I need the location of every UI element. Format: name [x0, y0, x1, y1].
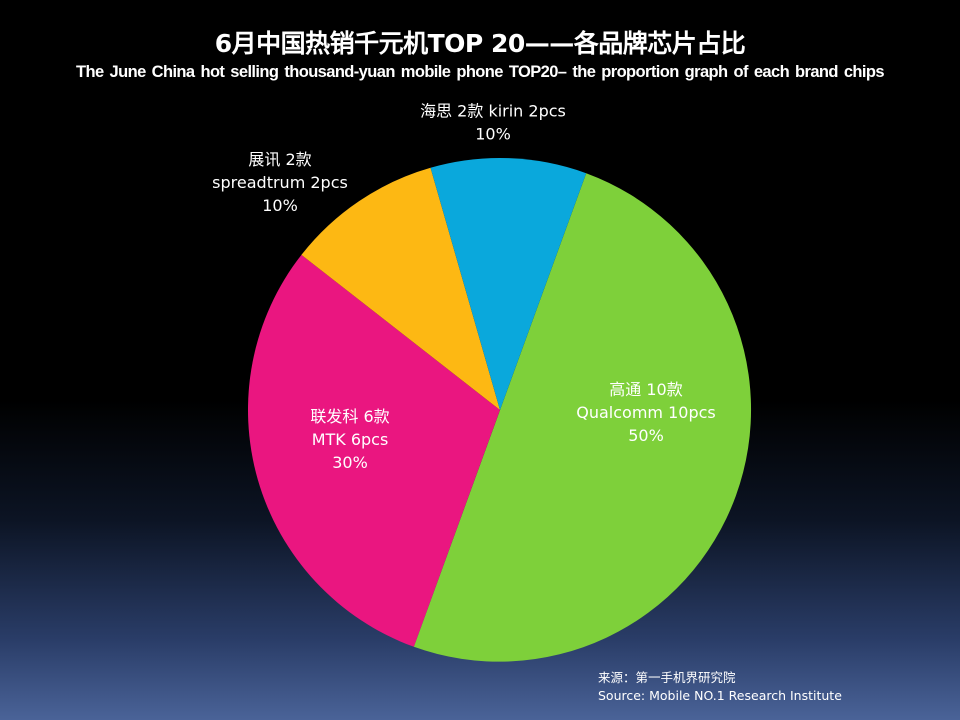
- pie-slice-label-line: Qualcomm 10pcs: [576, 403, 715, 422]
- pie-slice-label-3: 展讯 2款 spreadtrum 2pcs 10%: [212, 150, 348, 215]
- pie-slice-4: [430, 157, 587, 410]
- source-line-english: Source: Mobile NO.1 Research Institute: [598, 688, 842, 703]
- pie-slice-label-line: MTK 6pcs: [312, 430, 389, 449]
- pie-slice-label-2: 联发科 6款 MTK 6pcs 30%: [310, 407, 389, 472]
- pie-slice-label-line: spreadtrum 2pcs: [212, 173, 348, 192]
- pie-slice-label-line: 30%: [332, 453, 368, 472]
- pie-labels: 高通 10款 Qualcomm 10pcs 50% 联发科 6款 MTK 6pcs 30%…: [212, 102, 716, 473]
- pie-slice-label-line: 展讯 2款: [248, 150, 311, 169]
- pie-slice-3: [301, 167, 500, 410]
- source-line-chinese: 来源：第一手机界研究院: [598, 670, 736, 685]
- pie-slice-label-4: 海思 2款 kirin 2pcs 10%: [420, 102, 566, 144]
- pie-slice-2: [247, 254, 500, 647]
- chart-title: 6月中国热销千元机TOP 20——各品牌芯片占比: [214, 29, 746, 58]
- pie-slice-label-line: 联发科 6款: [310, 407, 389, 426]
- chart-subtitle: The June China hot selling thousand-yuan…: [76, 63, 885, 81]
- pie-slice-label-1: 高通 10款 Qualcomm 10pcs 50%: [576, 380, 715, 445]
- pie-slice-label-line: 海思 2款 kirin 2pcs: [420, 102, 566, 121]
- pie-slice-1: [413, 173, 752, 662]
- source-note: 来源：第一手机界研究院 Source: Mobile NO.1 Research…: [598, 669, 842, 705]
- pie-slice-label-line: 10%: [262, 196, 298, 215]
- pie-slices: [247, 157, 752, 662]
- pie-slice-label-line: 高通 10款: [609, 380, 682, 399]
- pie-slice-label-line: 50%: [628, 426, 664, 445]
- pie-slice-label-line: 10%: [475, 125, 511, 144]
